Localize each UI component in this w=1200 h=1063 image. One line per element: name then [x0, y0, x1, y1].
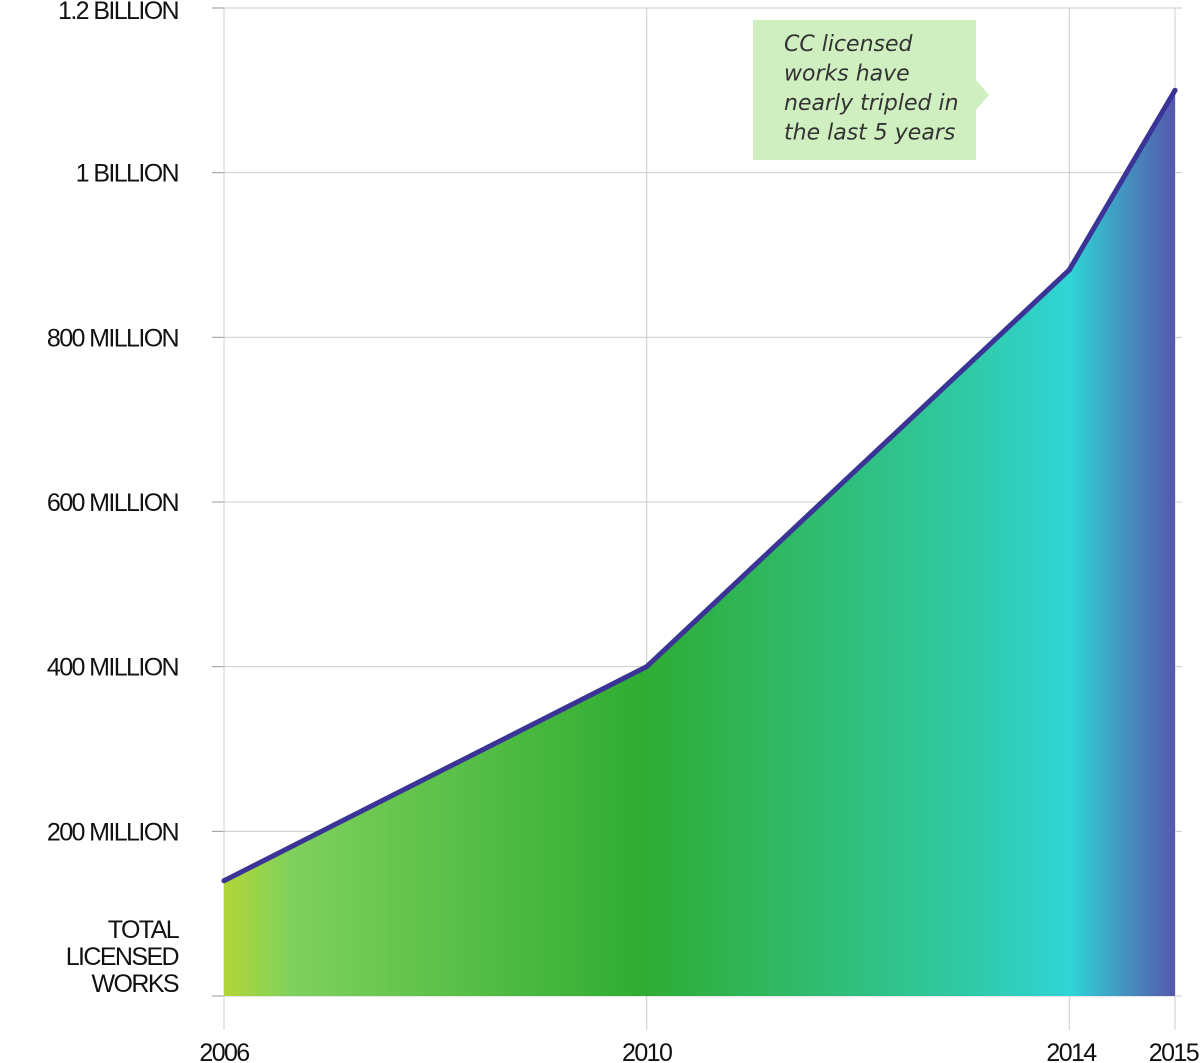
- y-axis-label-line: LICENSED: [66, 943, 179, 971]
- annotation-text-line: nearly tripled in: [784, 91, 959, 116]
- series-line-group: [221, 87, 1178, 884]
- x-tick-labels: 2006 2010 2014 2015: [199, 1039, 1200, 1063]
- area-fill: [224, 90, 1175, 997]
- y-tick-label: 600 MILLION: [47, 489, 179, 517]
- y-tick-label: 1.2 BILLION: [58, 0, 179, 25]
- y-axis-label-line: TOTAL: [108, 916, 180, 944]
- y-tick-label: 200 MILLION: [47, 818, 179, 846]
- y-tick-labels: 200 MILLION 400 MILLION 600 MILLION 800 MIL…: [47, 0, 180, 846]
- annotation-box: [753, 20, 989, 160]
- area-fill-group: [224, 90, 1175, 997]
- data-point-2014: [1066, 267, 1072, 273]
- y-tick-label: 400 MILLION: [47, 654, 179, 682]
- x-tick-label: 2015: [1149, 1039, 1199, 1063]
- x-tick-label: 2006: [199, 1039, 249, 1063]
- annotation-text-line: CC licensed: [784, 32, 914, 57]
- series-line: [221, 87, 1178, 884]
- annotation-callout: CC licensed works have nearly tripled in th…: [753, 20, 989, 160]
- x-tick-label: 2010: [622, 1039, 672, 1063]
- data-point-2015: [1172, 87, 1178, 93]
- data-point-2006: [221, 878, 227, 884]
- data-point-2010: [644, 664, 650, 670]
- y-axis-label-line: WORKS: [92, 970, 179, 998]
- x-tick-label: 2014: [1046, 1039, 1097, 1063]
- y-tick-label: 1 BILLION: [76, 160, 179, 188]
- y-tick-label: 800 MILLION: [47, 324, 179, 352]
- annotation-text-line: works have: [784, 62, 910, 87]
- annotation-text-line: the last 5 years: [784, 121, 955, 146]
